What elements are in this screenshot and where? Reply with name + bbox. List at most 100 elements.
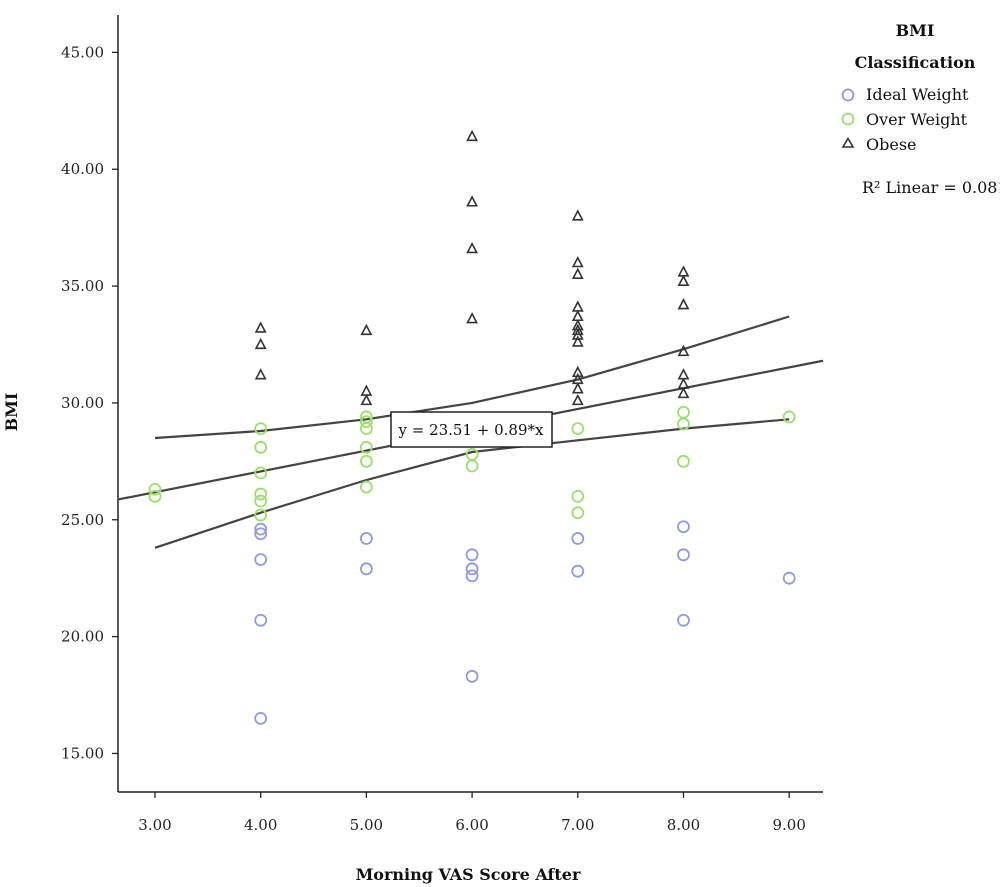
point-obese [254, 368, 267, 380]
point-obese [254, 321, 267, 333]
point-over-weight [571, 422, 585, 436]
point-obese [466, 195, 479, 207]
point-obese [571, 365, 584, 378]
legend-marker-obese [841, 136, 855, 148]
legend-item-ideal-weight: Ideal Weight [841, 85, 969, 104]
point-over-weight [148, 489, 162, 503]
x-tick-label: 4.00 [244, 816, 277, 834]
point-over-weight [254, 508, 268, 522]
point-ideal-weight [677, 548, 690, 562]
point-over-weight [359, 422, 373, 436]
point-ideal-weight [465, 562, 479, 576]
legend-item-over-weight: Over Weight [841, 110, 968, 129]
legend: BMI Classification Ideal Weight Over Wei… [841, 21, 1000, 197]
x-tick-label: 9.00 [772, 816, 805, 834]
point-over-weight [359, 454, 373, 468]
x-tick-label: 8.00 [667, 816, 700, 834]
y-tick-label: 15.00 [61, 744, 104, 762]
point-over-weight [359, 480, 373, 494]
point-ideal-weight [571, 564, 585, 578]
point-ideal-weight [254, 522, 268, 536]
point-obese [360, 384, 373, 396]
point-over-weight [677, 417, 690, 431]
point-obese [254, 337, 267, 350]
point-over-weight [465, 459, 479, 473]
point-obese [677, 274, 690, 287]
data-points [148, 129, 796, 725]
y-tick-label: 20.00 [61, 628, 104, 646]
y-tick-label: 35.00 [61, 277, 104, 295]
point-obese [571, 309, 584, 322]
point-ideal-weight [571, 532, 585, 545]
annotations: y = 23.51 + 0.89*x [390, 411, 553, 448]
x-tick-label: 5.00 [350, 816, 383, 834]
x-axis-title: Morning VAS Score After [356, 865, 581, 884]
point-obese [571, 382, 584, 394]
point-obese [466, 129, 479, 142]
r-squared-label: R² Linear = 0.081 [862, 178, 1000, 197]
y-axis-title: BMI [2, 393, 21, 432]
legend-item-obese: Obese [841, 135, 917, 154]
point-over-weight [571, 489, 585, 503]
equation-label: y = 23.51 + 0.89*x [398, 421, 545, 439]
legend-label-over-weight: Over Weight [866, 110, 968, 129]
point-obese [466, 312, 479, 324]
point-over-weight [782, 410, 796, 424]
point-over-weight [254, 440, 268, 454]
point-obese [677, 377, 690, 389]
point-obese [571, 328, 584, 340]
point-obese [571, 393, 584, 406]
y-tick-label: 45.00 [61, 43, 104, 61]
point-ideal-weight [782, 571, 796, 585]
point-obese [677, 386, 690, 399]
point-ideal-weight [359, 562, 373, 576]
point-obese [360, 393, 373, 406]
legend-label-obese: Obese [866, 135, 917, 154]
legend-marker-ideal-weight [841, 88, 855, 102]
point-over-weight [571, 506, 585, 520]
point-obese [677, 344, 690, 357]
point-ideal-weight [465, 548, 479, 562]
point-ideal-weight [359, 532, 373, 545]
ci-upper-line [154, 315, 790, 440]
point-ideal-weight [254, 553, 268, 566]
point-over-weight [254, 422, 268, 436]
point-obese [571, 267, 584, 279]
point-obese [677, 265, 690, 277]
point-ideal-weight [254, 613, 268, 627]
legend-title-line1: BMI [896, 21, 935, 40]
point-obese [677, 298, 690, 310]
point-obese [466, 241, 479, 254]
point-obese [571, 323, 584, 336]
legend-title-line2: Classification [855, 53, 976, 72]
point-ideal-weight [677, 613, 690, 627]
point-over-weight [254, 487, 268, 501]
x-tick-label: 7.00 [561, 816, 594, 834]
point-over-weight [254, 466, 268, 480]
y-tick-label: 40.00 [61, 160, 104, 178]
point-over-weight [677, 405, 690, 419]
point-obese [571, 300, 584, 312]
point-obese [571, 209, 584, 221]
point-over-weight [465, 447, 479, 461]
point-obese [677, 368, 690, 380]
x-tick-label: 3.00 [138, 816, 171, 834]
point-obese [571, 335, 584, 347]
legend-marker-over-weight [841, 112, 855, 126]
point-over-weight [359, 415, 373, 429]
point-over-weight [148, 482, 162, 496]
point-ideal-weight [465, 669, 479, 683]
point-ideal-weight [677, 520, 690, 534]
y-tick-label: 30.00 [61, 394, 104, 412]
y-tick-label: 25.00 [61, 511, 104, 529]
point-over-weight [359, 440, 373, 454]
axes: 3.00 4.00 5.00 6.00 7.00 8.00 9.00 15.00 20.00 25… [61, 15, 823, 834]
point-obese [360, 323, 373, 336]
equation-box [390, 411, 553, 448]
point-obese [571, 255, 584, 268]
point-ideal-weight [465, 569, 479, 583]
point-over-weight [254, 494, 268, 508]
x-tick-label: 6.00 [455, 816, 488, 834]
point-ideal-weight [254, 527, 268, 541]
